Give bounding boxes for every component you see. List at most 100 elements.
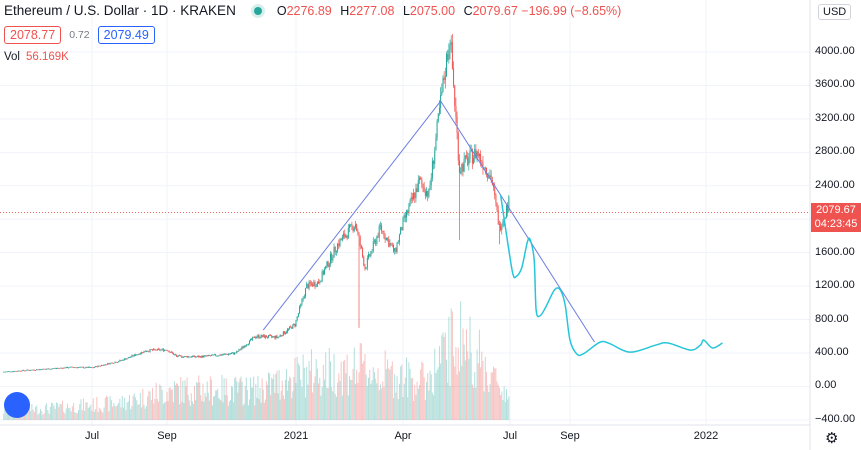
candle-body [31,369,33,371]
volume-bar [239,378,241,420]
volume-bar [270,395,272,420]
low-label: L [402,3,410,18]
candle-body [33,369,35,371]
symbol-title[interactable]: Ethereum / U.S. Dollar · 1D · KRAKEN [4,3,236,18]
candle-body [416,188,418,192]
volume-bar [177,383,179,420]
candle-body [124,358,126,361]
candle-body [22,370,24,371]
candle-body [64,367,66,369]
candle-body [313,282,315,287]
candle-body [14,371,16,372]
candle-body [359,236,361,247]
volume-bar [501,391,503,420]
candle-body [346,235,348,239]
candle-body [136,354,138,356]
candle-body [82,367,84,368]
candle-body [261,335,263,337]
volume-bar [502,400,504,420]
volume-bar [485,372,487,420]
volume-bar [246,389,248,420]
volume-bar [410,378,412,420]
tradingview-logo-icon[interactable] [4,392,30,418]
candle-body [401,227,403,231]
candle-body [210,355,212,357]
buy-button[interactable]: 2079.49 [97,26,155,44]
volume-bar [166,391,168,420]
volume-bar [494,368,496,420]
volume-bar [60,404,62,420]
volume-bar [344,359,346,420]
candle-body [115,361,117,363]
volume-bar [202,383,204,420]
candle-body [241,346,243,349]
volume-bar [91,410,93,420]
volume-bar [302,354,304,420]
volume-bar [352,368,354,420]
volume-bar [209,376,211,420]
settings-gear-icon[interactable]: ⚙ [825,430,839,447]
volume-bar [228,401,230,420]
candle-body [409,200,411,207]
volume-bar [167,401,169,420]
volume-bar [189,405,191,420]
volume-bar [280,390,282,420]
volume-bar [126,402,128,420]
candle-body [159,349,161,351]
currency-button[interactable]: USD [818,4,852,20]
volume-bar [85,402,87,420]
volume-bar [403,383,405,420]
volume-bar [458,371,460,420]
volume-bar [394,374,396,420]
volume-bar [232,386,234,420]
volume-bar [449,386,451,420]
candle-body [235,352,237,354]
candle-body [369,254,371,257]
candle-body [397,242,399,243]
volume-bar [507,399,509,420]
volume-bar [278,369,280,420]
volume-bar [370,383,372,420]
volume-bar [211,405,213,420]
volume-bar [129,395,130,420]
volume-bar [214,395,216,420]
volume-bar [76,413,78,420]
volume-bar [474,372,476,420]
candle-body [180,355,182,357]
candle-body [497,210,499,225]
candle-body [480,153,482,162]
volume-bar [504,401,506,420]
candle-body [183,356,185,358]
volume-bar [313,382,315,420]
volume-bar [199,382,201,420]
volume-bar [181,401,183,420]
volume-bar [112,406,114,420]
candle-body [387,237,389,240]
volume-bar [288,380,290,420]
candle-body [207,355,209,356]
candle-body [30,370,32,372]
candle-body [349,225,350,228]
candle-body [84,367,86,369]
volume-bar [388,368,390,420]
volume-bar [389,369,391,420]
candle-body [213,354,215,356]
volume-bar [173,381,175,420]
volume-bar [62,400,64,420]
candle-body [364,265,366,269]
candle-body [408,206,410,213]
volume-bar [424,399,426,420]
candle-body [406,210,408,218]
candle-body [41,369,43,371]
candle-body [203,355,205,358]
volume-bar [208,400,210,420]
volume-bar [428,390,430,420]
volume-bar [341,395,343,420]
sell-button[interactable]: 2078.77 [4,26,62,44]
candle-body [413,192,415,200]
candle-body [337,243,339,252]
volume-bar [145,406,147,420]
volume-bar [400,366,402,420]
candle-body [442,77,444,92]
